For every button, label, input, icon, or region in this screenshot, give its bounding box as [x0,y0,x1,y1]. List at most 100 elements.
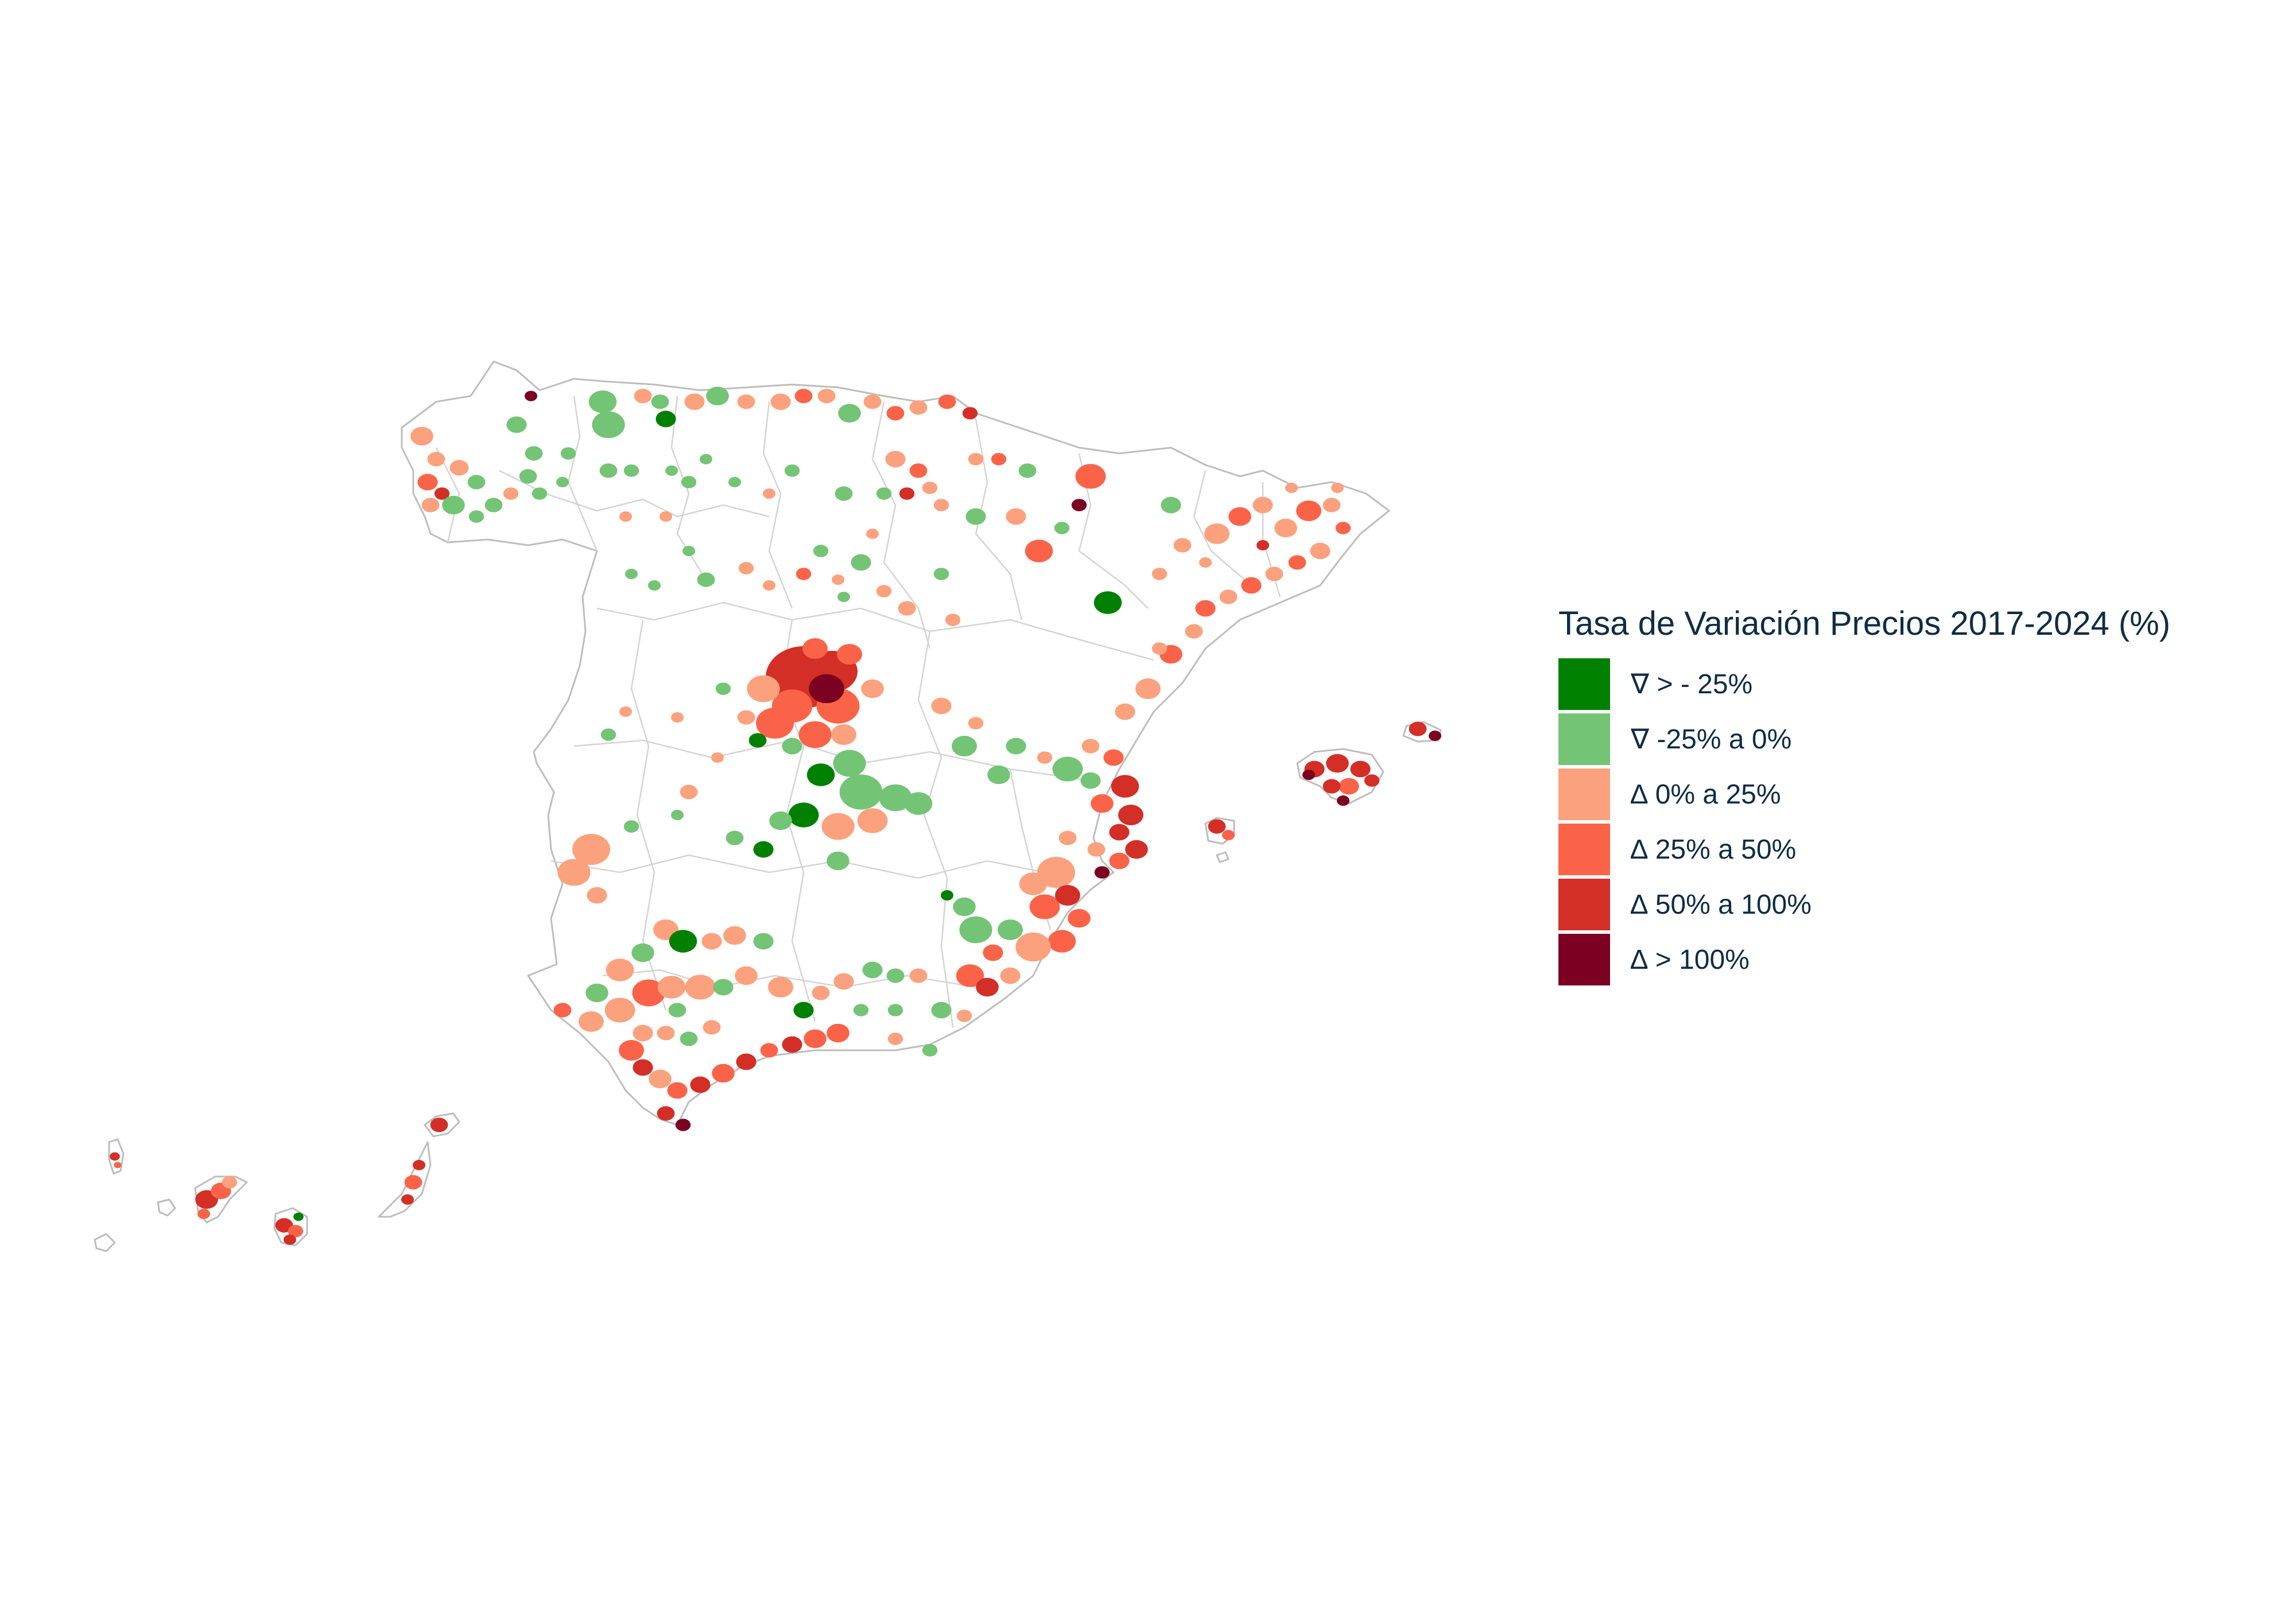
municipality-patch [998,919,1023,940]
legend-swatch [1558,658,1610,710]
municipality-patch [738,562,754,575]
municipality-patch [991,453,1007,465]
province-border [917,631,954,1028]
municipality-patch [660,511,672,522]
municipality-patch [804,1029,827,1049]
municipality-patch [684,393,705,410]
municipality-patch [837,592,850,602]
municipality-patch [1326,754,1349,773]
municipality-patch [1081,739,1100,754]
el-hierro-outline [94,1233,116,1252]
municipality-patch [623,820,639,833]
municipality-patch [284,1235,296,1245]
province-border [435,447,460,543]
municipality-patch [1208,819,1226,834]
municipality-patch [619,511,632,522]
municipality-patch [553,1003,572,1018]
province-border [596,601,1154,661]
municipality-patch [600,728,616,741]
municipality-patch [1068,909,1091,928]
municipality-patch [1029,894,1060,919]
municipality-patch [288,1225,304,1237]
municipality-patch [1256,540,1269,550]
municipality-patch [713,979,734,996]
municipality-patch [1409,721,1427,736]
municipality-patch [784,464,800,477]
municipality-patch [833,750,866,777]
legend-item: ∆ 25% a 50% [1558,822,2282,877]
municipality-patch [1161,496,1181,514]
municipality-patch [619,707,632,717]
municipality-patch [763,580,775,591]
municipality-patch [796,568,812,580]
province-border [550,854,1045,879]
municipality-patch [715,682,731,695]
municipality-patch [938,394,956,409]
legend-label: ∇ -25% a 0% [1631,724,1792,755]
municipality-patch [876,487,892,500]
municipality-patch [579,1011,604,1032]
municipality-patch [1350,760,1371,778]
municipality-patch [619,1040,644,1061]
municipality-patch [401,1194,414,1205]
municipality-patch [532,487,548,500]
municipality-patch [1288,555,1306,570]
municipality-patch [604,997,635,1023]
municipality-patch [427,452,445,467]
legend-label: ∆ 25% a 50% [1631,834,1797,865]
municipality-patch [735,966,758,985]
municipality-patch [933,499,949,511]
municipality-patch [813,545,829,557]
municipality-patch [631,943,654,962]
municipality-patch [525,446,543,461]
municipality-patch [649,1069,672,1089]
municipality-patch [519,469,537,484]
municipality-patch [886,406,905,421]
municipality-patch [633,1024,653,1042]
municipality-patch [941,890,953,900]
municipality-patch [1037,751,1053,764]
municipality-patch [863,394,882,409]
municipality-patch [690,1076,711,1093]
municipality-patch [1364,774,1380,787]
municipality-patch [1310,542,1331,560]
municipality-patch [956,964,984,987]
province-border [602,969,976,988]
municipality-patch [592,411,625,438]
municipality-patch [1006,737,1026,755]
municipality-patch [442,495,465,515]
municipality-patch [753,841,774,858]
municipality-patch [1204,523,1230,544]
municipality-patch [1222,830,1235,840]
municipality-patch [606,958,634,981]
municipality-patch [712,1063,735,1083]
legend: Tasa de Variación Precios 2017-2024 (%) … [1558,604,2282,987]
municipality-patch [904,792,933,815]
province-border [975,418,1023,620]
municipality-patch [952,736,977,756]
municipality-patch [1048,930,1076,953]
municipality-patch [768,977,793,997]
municipality-patch [838,403,861,423]
municipality-patch [1000,967,1021,984]
municipality-patch [681,476,697,488]
municipality-patch [1052,756,1083,782]
municipality-patch [417,473,438,491]
municipality-patch [760,1043,778,1058]
municipality-patch [665,465,678,476]
municipality-patch [753,933,774,950]
municipality-patch [1331,483,1344,493]
municipality-patch [413,1160,425,1170]
municipality-patch [1103,749,1124,766]
municipality-patch [706,386,729,406]
municipality-patch [1006,508,1026,525]
municipality-patch [748,733,767,748]
municipality-patch [560,447,576,460]
municipality-patch [837,644,862,665]
legend-title: Tasa de Variación Precios 2017-2024 (%) [1558,605,2171,642]
municipality-patch [1252,496,1273,514]
municipality-patch [886,968,905,983]
municipality-patch [922,482,938,494]
legend-swatch [1558,934,1610,985]
municipality-patch [680,1031,698,1046]
